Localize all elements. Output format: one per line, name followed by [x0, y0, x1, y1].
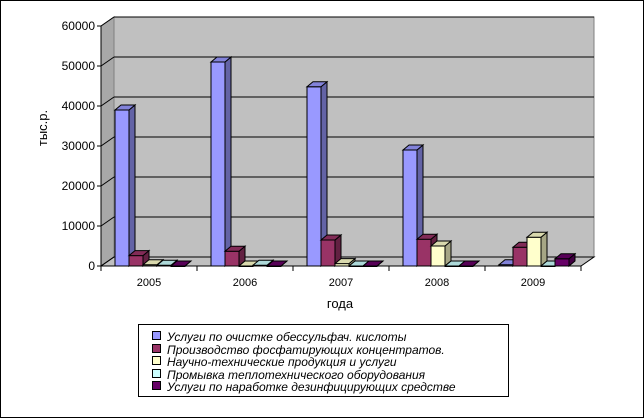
bar: [209, 55, 233, 268]
legend-label: Услуги по очистке обессульфач. кислоты: [167, 330, 407, 344]
y-tick-label: 30000: [62, 139, 96, 153]
bar: [319, 233, 343, 268]
legend-item: Производство фосфатирующих концентратов.: [152, 343, 445, 357]
bar-top: [251, 259, 275, 266]
bar: [525, 231, 549, 268]
y-tick-label: 10000: [62, 219, 96, 233]
bar-front: [306, 86, 322, 267]
legend-item: Услуги по очистке обессульфач. кислоты: [152, 330, 406, 344]
bar-front: [402, 149, 418, 267]
legend-swatch: [152, 356, 161, 366]
bar-top: [223, 245, 247, 252]
bar-top: [113, 104, 137, 111]
bar-top: [401, 144, 425, 151]
axes-group: 0 10000 20000 30000 40000 50000 60000 2005 2006 2…: [62, 19, 582, 289]
x-tick-label: 2009: [521, 277, 545, 289]
bar-top: [415, 233, 439, 240]
bar: [223, 245, 247, 268]
bar-side: [540, 231, 548, 268]
bar-top: [155, 259, 179, 266]
legend-item: Научно-технические продукция и услуги: [152, 355, 397, 369]
bar-top: [553, 253, 577, 260]
y-axis-label: тыс.р.: [35, 110, 50, 146]
gridline-side: [100, 256, 115, 267]
x-axis-label: года: [327, 296, 354, 311]
y-tick-label: 20000: [62, 179, 96, 193]
bar-top: [319, 234, 343, 241]
bar: [429, 239, 453, 268]
bar-front: [128, 255, 144, 267]
legend-swatch: [152, 343, 161, 353]
chart-plot: 0 10000 20000 30000 40000 50000 60000 2005 2006 2…: [35, 16, 596, 311]
y-tick-label: 0: [88, 259, 95, 273]
legend-item: Промывка теплотехнического оборудования: [152, 368, 425, 382]
bar-front: [320, 239, 336, 267]
legend-swatch: [152, 368, 161, 378]
legend-swatch: [152, 331, 161, 340]
bar: [401, 143, 425, 268]
bar-front: [512, 246, 528, 267]
bar-top: [525, 231, 549, 238]
bar-front: [416, 238, 432, 267]
legend-label: Производство фосфатирующих концентратов.: [167, 342, 445, 357]
bar-top: [127, 250, 151, 257]
bar-front: [526, 236, 542, 267]
bar-top: [305, 81, 329, 88]
x-tick-label: 2008: [425, 277, 449, 289]
x-tick-label: 2007: [329, 277, 353, 289]
legend-swatch: [152, 381, 161, 391]
bar-top: [429, 240, 453, 247]
legend-label: Услуги по наработке дезинфицирующих сред…: [167, 380, 456, 395]
gridline-side: [100, 16, 115, 27]
bar-front: [210, 61, 226, 267]
gridline-side: [100, 176, 115, 187]
bar: [113, 103, 137, 268]
legend-label: Промывка теплотехнического оборудования: [167, 367, 426, 382]
x-tick-label: 2005: [137, 277, 161, 289]
gridline-side: [100, 96, 115, 107]
y-tick-label: 60000: [62, 19, 96, 33]
y-tick-label: 40000: [62, 99, 96, 113]
legend: Услуги по очистке обессульфач. кислоты Пр…: [138, 324, 509, 397]
legend-item: Услуги по наработке дезинфицирующих сред…: [152, 380, 456, 394]
bar: [553, 252, 577, 268]
gridline-side: [100, 136, 115, 147]
bar-top: [333, 258, 357, 265]
bars-group: [113, 55, 577, 268]
bar-front: [554, 258, 570, 267]
chart-walls: [99, 16, 596, 267]
bar-side: [128, 103, 136, 268]
legend-label: Научно-технические продукция и услуги: [167, 355, 397, 370]
gridline-side: [100, 56, 115, 67]
bar-front: [430, 245, 446, 267]
y-tick-label: 50000: [62, 59, 96, 73]
bar-side: [224, 55, 232, 268]
bar-front: [114, 109, 130, 267]
bar-front: [224, 250, 240, 267]
gridline-side: [100, 216, 115, 227]
bar-top: [209, 56, 233, 63]
x-tick-label: 2006: [233, 277, 257, 289]
